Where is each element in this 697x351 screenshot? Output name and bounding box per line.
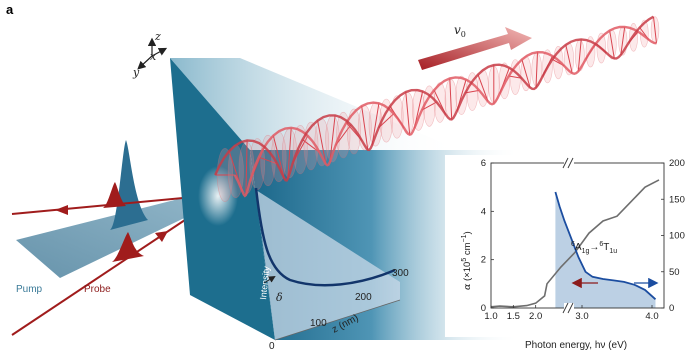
y-right-tick-label: 100	[669, 231, 685, 242]
undefined	[653, 16, 657, 44]
velocity-symbol: v	[454, 23, 461, 37]
alpha-curve	[490, 179, 660, 308]
helix-strand-a	[233, 25, 657, 198]
y-right-tick-label: 0	[669, 303, 674, 314]
annotation-arrow: →	[589, 242, 599, 253]
axis-break-mark-top-2	[567, 157, 574, 169]
undefined	[577, 39, 582, 72]
decay-tick-100: 100	[310, 318, 327, 329]
decay-tick-0: 0	[269, 341, 275, 351]
inset-ylabel-left: α (×105 cm−1)	[461, 231, 473, 290]
undefined	[421, 101, 437, 111]
annotation-sub-1g: 1g	[582, 248, 590, 255]
delta-label: δ	[276, 291, 283, 304]
transition-annotation: 6A1g→6T1u	[571, 241, 617, 255]
probe-incident-pulse	[112, 232, 144, 262]
ylabel-units-open: (×10	[462, 262, 473, 284]
undefined	[521, 59, 531, 88]
inset-ticks: 1.0 1.5 2.0 3.0 4.0 0 2 4 6 0 50 100 150 200	[481, 158, 685, 322]
undefined	[371, 103, 380, 146]
delta-arrow	[263, 275, 276, 284]
decay-tick-200: 200	[355, 292, 372, 303]
probe-incident-beam	[11, 199, 216, 336]
y-left-tick-label: 0	[481, 303, 486, 314]
axis-break-mark-top	[562, 157, 569, 169]
y-right-tick-label: 200	[669, 158, 685, 169]
x-tick-label: 3.0	[575, 311, 588, 322]
undefined	[449, 78, 453, 120]
velocity-label: v0	[454, 23, 466, 39]
decay-plane	[256, 190, 400, 340]
axis-break-mask-bottom	[564, 303, 574, 313]
helix-strand-b	[214, 15, 655, 182]
ylabel-exp-5: 5	[461, 258, 468, 262]
x-tick-label: 1.0	[484, 311, 497, 322]
undefined	[378, 113, 395, 129]
undefined	[620, 26, 626, 55]
undefined	[329, 115, 336, 163]
blue-curve	[554, 191, 657, 300]
probe-incident-arrowhead	[155, 231, 168, 242]
y-left-tick-label: 4	[481, 206, 486, 217]
undefined	[465, 89, 480, 94]
probe-reflected-arrowhead	[55, 205, 68, 215]
annotation-t: T	[603, 242, 609, 253]
y-left-tick-label: 6	[481, 158, 486, 169]
undefined	[258, 156, 278, 165]
annotation-a: A	[575, 242, 582, 253]
x-tick-label: 1.5	[507, 311, 520, 322]
undefined	[287, 127, 292, 179]
y-left-tick-label: 2	[481, 255, 486, 266]
undefined	[609, 30, 615, 59]
ylabel-exp-minus1: −1	[461, 234, 468, 242]
axis-z-label: z	[154, 30, 161, 43]
probe-label: Probe	[84, 284, 111, 295]
ylabel-close: )	[462, 231, 473, 234]
annotation-superscript-6t: 6	[599, 241, 603, 248]
axes-triad: z x y	[132, 30, 168, 79]
undefined	[477, 74, 489, 102]
decay-tick-300: 300	[392, 268, 409, 279]
ylabel-cm: cm	[462, 242, 473, 257]
decay-z-axis	[274, 299, 401, 341]
undefined	[245, 140, 248, 196]
axis-y-label: y	[132, 66, 140, 79]
undefined	[317, 120, 327, 165]
velocity-subscript: 0	[461, 30, 466, 39]
undefined	[302, 139, 320, 153]
x-tick-label: 4.0	[645, 311, 658, 322]
crystal-top-face	[170, 58, 460, 150]
undefined	[565, 44, 573, 74]
undefined	[405, 91, 411, 135]
inset-xlabel: Photon energy, hν (eV)	[525, 340, 627, 351]
pump-beam	[16, 188, 230, 278]
undefined	[535, 52, 538, 88]
y-right-tick-label: 50	[669, 267, 680, 278]
panel-label: a	[6, 2, 14, 17]
undefined	[361, 106, 369, 150]
axis-break-mark-bottom	[562, 302, 569, 314]
annotation-sub-1u: 1u	[609, 248, 617, 255]
axis-x-label: x	[150, 50, 157, 63]
y-right-tick-label: 150	[669, 194, 685, 205]
undefined	[272, 135, 285, 179]
decay-curve	[254, 187, 396, 287]
velocity-arrow	[418, 27, 532, 70]
undefined	[508, 75, 522, 79]
axis-break-mark-bottom-2	[567, 302, 574, 314]
probe-reflected-pulse	[103, 182, 126, 208]
excitation-spot	[198, 166, 238, 226]
axis-break-mask	[564, 158, 574, 168]
pump-pulse	[110, 140, 148, 230]
spin-wave-helix	[214, 15, 660, 202]
ylabel-alpha: α	[462, 283, 473, 290]
x-tick-label: 2.0	[529, 311, 542, 322]
annotation-superscript-6a: 6	[571, 241, 575, 248]
pump-label: Pump	[16, 284, 43, 295]
